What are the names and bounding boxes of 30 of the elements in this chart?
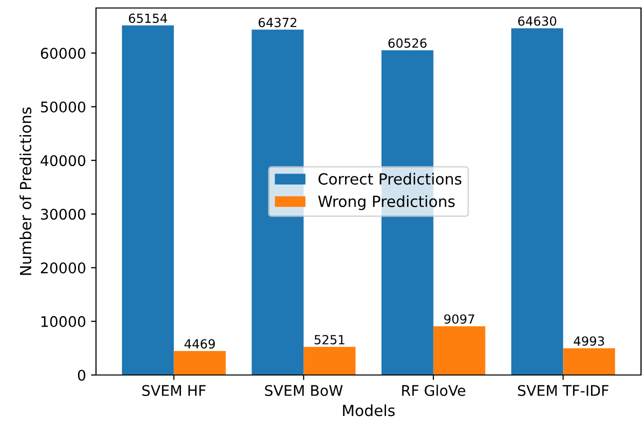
legend-label: Wrong Predictions bbox=[318, 195, 455, 210]
x-tick-label: SVEM TF-IDF bbox=[518, 384, 608, 396]
data-label: 5251 bbox=[314, 334, 344, 344]
data-label: 60526 bbox=[388, 38, 427, 48]
bar bbox=[563, 348, 616, 375]
y-tick-label: 50000 bbox=[41, 101, 86, 112]
bar bbox=[252, 30, 304, 375]
data-label: 4993 bbox=[574, 336, 604, 346]
y-tick-label: 20000 bbox=[40, 262, 86, 274]
data-label: 65154 bbox=[128, 14, 168, 23]
bar bbox=[122, 25, 174, 375]
data-label: 64630 bbox=[518, 16, 556, 26]
bar bbox=[433, 326, 486, 375]
data-label: 4469 bbox=[184, 339, 215, 349]
y-tick-label: 10000 bbox=[41, 316, 86, 328]
bar bbox=[511, 28, 564, 375]
bar bbox=[174, 351, 226, 375]
x-axis-title: Models bbox=[343, 404, 395, 416]
y-tick-label: 30000 bbox=[40, 208, 86, 220]
x-tick-label: SVEM BoW bbox=[265, 384, 343, 396]
data-label: 9097 bbox=[444, 314, 474, 324]
data-label: 64372 bbox=[258, 18, 296, 28]
y-tick-label: 60000 bbox=[40, 48, 86, 59]
bar bbox=[304, 346, 356, 375]
x-tick-label: RF GloVe bbox=[402, 384, 466, 396]
x-tick-label: SVEM HF bbox=[142, 384, 206, 396]
y-axis-title: Number of Predictions bbox=[20, 107, 32, 275]
y-tick-label: 40000 bbox=[40, 155, 86, 166]
y-tick-label: 0 bbox=[78, 370, 86, 381]
legend-label: Correct Predictions bbox=[318, 172, 462, 185]
